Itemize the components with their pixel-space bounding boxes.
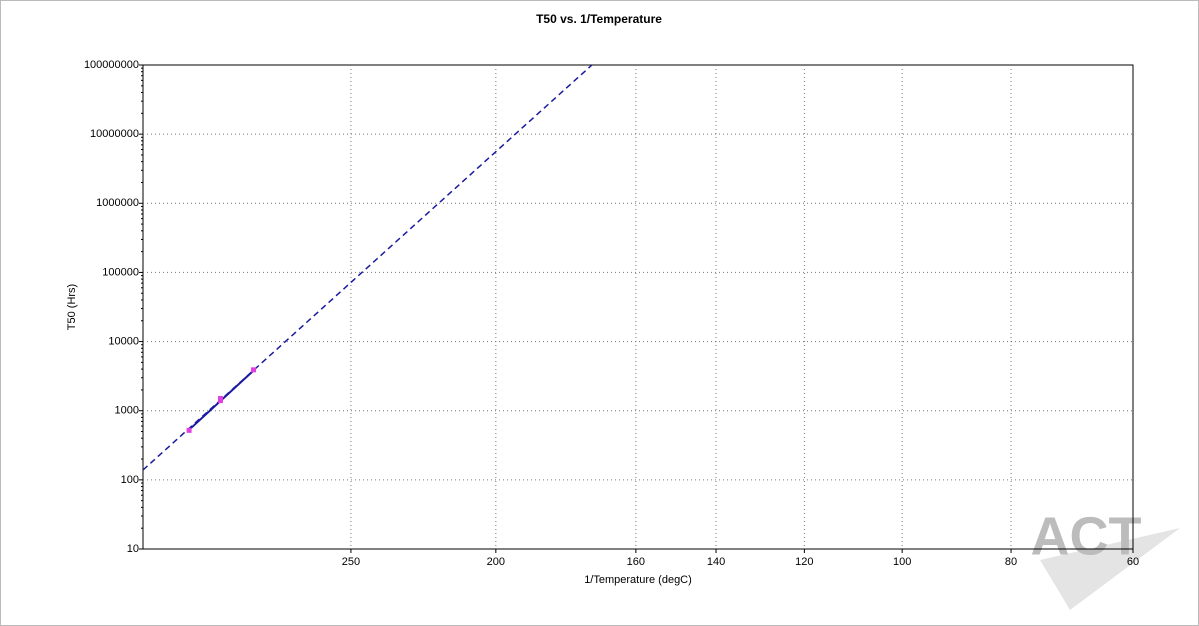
- y-tick-label: 10000000: [90, 128, 139, 140]
- x-tick-label: 140: [707, 556, 725, 568]
- x-tick-label: 200: [487, 556, 505, 568]
- x-tick-label: 100: [893, 556, 911, 568]
- x-axis-label: 1/Temperature (degC): [584, 574, 692, 586]
- data-point: [251, 367, 257, 373]
- y-axis-label: T50 (Hrs): [66, 284, 78, 330]
- y-tick-label: 10: [127, 543, 139, 555]
- y-tick-label: 1000: [115, 405, 139, 417]
- y-tick-label: 10000: [108, 335, 139, 347]
- y-tick-label: 100: [121, 474, 139, 486]
- chart-title: T50 vs. 1/Temperature: [536, 12, 662, 26]
- data-point: [217, 398, 223, 404]
- x-tick-label: 160: [627, 556, 645, 568]
- x-tick-label: 120: [795, 556, 813, 568]
- x-tick-label: 60: [1127, 556, 1139, 568]
- x-tick-label: 80: [1005, 556, 1017, 568]
- watermark: ACT: [1031, 506, 1142, 566]
- data-point: [186, 427, 192, 433]
- logo: ACT: [1031, 506, 1180, 610]
- y-tick-label: 100000000: [84, 59, 139, 71]
- x-tick-label: 250: [342, 556, 360, 568]
- logo-arrow: [1040, 528, 1180, 610]
- plot-area: [142, 64, 1134, 550]
- y-tick-label: 1000000: [96, 197, 139, 209]
- y-tick-label: 100000: [102, 266, 139, 278]
